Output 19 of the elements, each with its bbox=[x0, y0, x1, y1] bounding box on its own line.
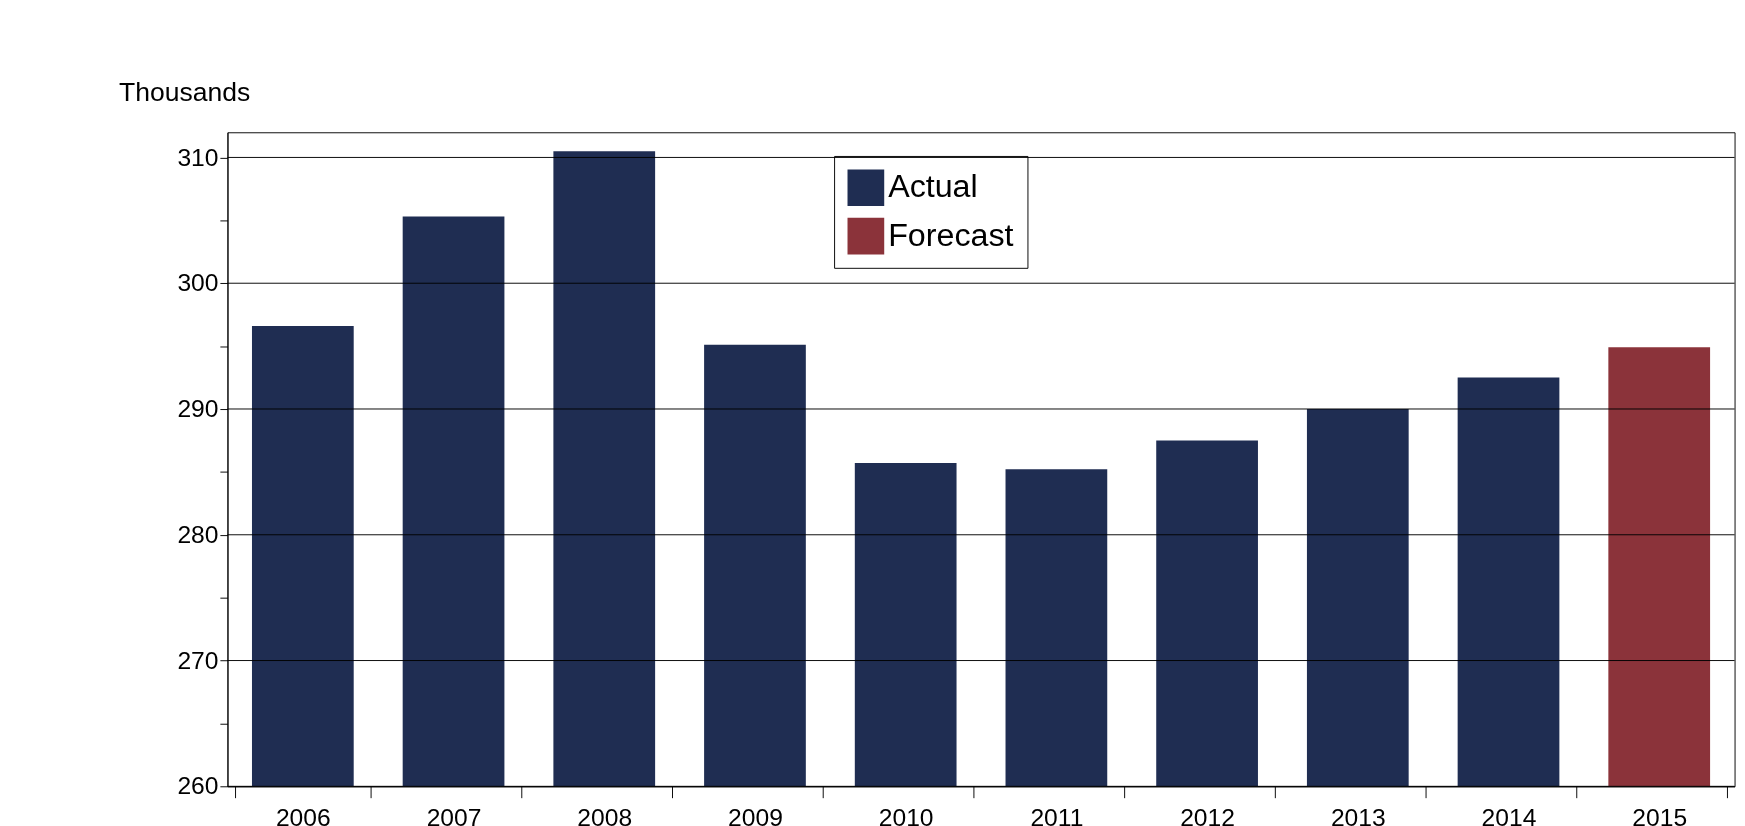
y-tick-label: 300 bbox=[177, 269, 219, 297]
y-tick-label: 270 bbox=[177, 646, 219, 674]
legend-label: Forecast bbox=[888, 216, 1014, 253]
x-tick-label: 2008 bbox=[577, 803, 633, 826]
y-tick-label: 310 bbox=[177, 143, 219, 171]
x-tick-label: 2015 bbox=[1632, 803, 1688, 826]
x-tick-label: 2014 bbox=[1481, 803, 1537, 826]
y-axis-title: Thousands bbox=[118, 76, 251, 107]
x-tick-label: 2006 bbox=[275, 803, 331, 826]
y-tick-label: 290 bbox=[177, 395, 219, 423]
x-tick-label: 2009 bbox=[728, 803, 783, 826]
x-tick-label: 2012 bbox=[1180, 803, 1235, 826]
legend-label: Actual bbox=[888, 168, 978, 205]
x-tick-label: 2013 bbox=[1330, 803, 1386, 826]
y-tick-label: 260 bbox=[177, 772, 219, 800]
y-tick-label: 280 bbox=[177, 520, 219, 548]
x-tick-label: 2011 bbox=[1030, 803, 1084, 826]
x-tick-label: 2010 bbox=[878, 803, 934, 826]
x-tick-label: 2007 bbox=[426, 803, 482, 826]
